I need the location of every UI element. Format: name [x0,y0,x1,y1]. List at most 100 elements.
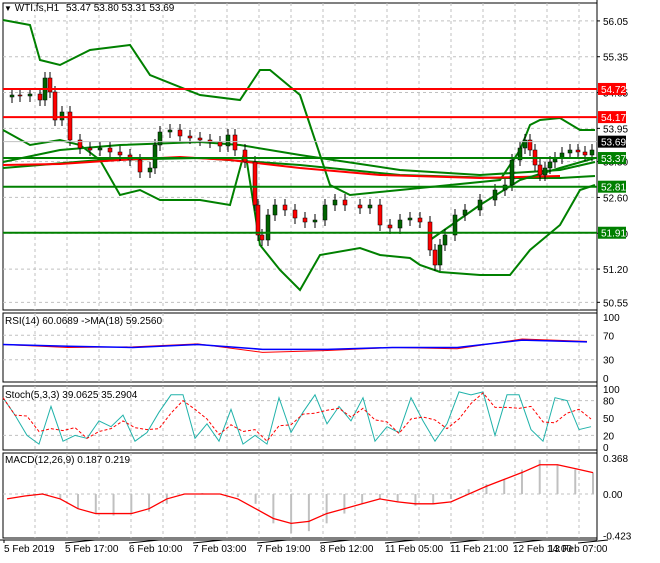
candle-body [427,221,433,251]
candle-body [282,204,288,211]
candle-body [432,249,438,266]
level-badge [598,152,626,165]
candle-body [567,149,573,154]
candle-body [167,129,173,133]
candle-body [547,161,553,169]
time-tick [319,539,351,544]
candle-body [187,135,193,139]
stoch-tick-label: 20 [603,431,615,442]
candle-body [37,93,43,101]
symbol-label: WTI.fs,H1 [14,3,60,14]
candle-body [517,147,523,161]
time-tick-label: 12 Feb 14:00 [513,544,572,555]
candle-body [97,147,103,151]
level-badge-label: 54.17 [601,113,626,124]
stoch-tick-label: 80 [603,397,615,408]
bollinger-lower [2,129,596,292]
time-tick [256,539,288,544]
stoch-signal-line [2,392,592,442]
rsi-ma-line [2,339,588,351]
candle-body [225,134,231,147]
time-tick-label: 7 Feb 03:00 [193,544,247,555]
candle-body [492,189,498,201]
stoch-main-line [2,391,592,445]
candle-body [217,141,223,147]
candle-body [452,214,458,236]
macd-panel-frame [2,452,598,539]
rsi-tick-label: 70 [603,331,615,342]
level-badge [598,226,626,239]
current-price-badge [598,135,626,148]
candle-body [242,149,248,163]
candle-body [77,139,83,149]
time-tick-label: 7 Feb 19:00 [257,544,311,555]
rsi-tick-label: 30 [603,356,615,367]
price-tick-label: 51.20 [603,265,628,276]
candle-body [589,149,595,156]
macd-tick-label: -0.423 [603,531,632,542]
symbol-dropdown-icon[interactable]: ▼ [4,4,12,13]
stoch-tick-label: 0 [603,443,609,454]
candle-body [9,94,15,98]
macd-tick-label: 0.368 [603,454,628,465]
candle-body [407,217,413,221]
time-tick-label: 6 Feb 10:00 [129,544,183,555]
candle-body [342,199,348,206]
candle-body [292,209,298,219]
stoch-tick-label: 50 [603,414,615,425]
time-tick [64,539,96,544]
macd-label: MACD(12,26,9) 0.187 0.219 [5,455,131,466]
candle-body [17,94,23,97]
macd-signal-line [6,464,594,525]
candle-body [157,131,163,146]
candle-body [137,159,143,173]
moving-average-red [2,155,561,180]
candle-body [509,159,515,186]
price-tick-label: 56.05 [603,17,628,28]
candle-body [52,91,58,121]
candle-body [582,151,588,156]
main-panel-frame [2,2,598,311]
time-tick [192,539,224,544]
time-tick [449,539,481,544]
candle-body [302,217,308,223]
candle-body [332,199,338,206]
macd-tick-label: 0.00 [603,490,623,501]
candle-body [27,93,33,97]
candle-body [47,77,53,93]
price-tick-label: 53.95 [603,124,628,135]
candle-body [387,224,393,229]
candle-body [232,134,238,151]
candle-body [377,204,383,226]
candle-body [177,129,183,137]
ohlc-values: 53.47 53.80 53.31 53.69 [65,3,175,14]
candle-body [87,147,93,151]
candle-body [255,204,261,236]
level-badge-label: 51.91 [601,229,626,240]
candle-body [417,217,423,223]
time-tick [577,539,609,544]
chart-header: ▼ WTI.fs,H1 53.47 53.80 53.31 53.69 [4,3,174,14]
candle-body [367,204,373,209]
candle-body [477,199,483,211]
stoch-tick-label: 100 [603,385,620,396]
price-tick-label: 50.55 [603,298,628,309]
candle-body [252,161,258,206]
candle-body [322,204,328,221]
rsi-label: RSI(14) 60.0689 ->MA(18) 59.2560 [5,316,163,327]
candle-body [357,204,363,209]
candle-body [272,204,278,216]
level-badge [598,82,626,95]
candle-body [67,111,73,141]
candle-body [527,139,533,151]
current-price-label: 53.69 [601,138,626,149]
candle-body [522,139,528,149]
candle-body [107,147,113,153]
time-tick [512,539,544,544]
rsi-tick-label: 100 [603,313,620,324]
level-badge-label: 52.81 [601,183,626,194]
level-badge [598,180,626,193]
level-badge [598,111,626,124]
